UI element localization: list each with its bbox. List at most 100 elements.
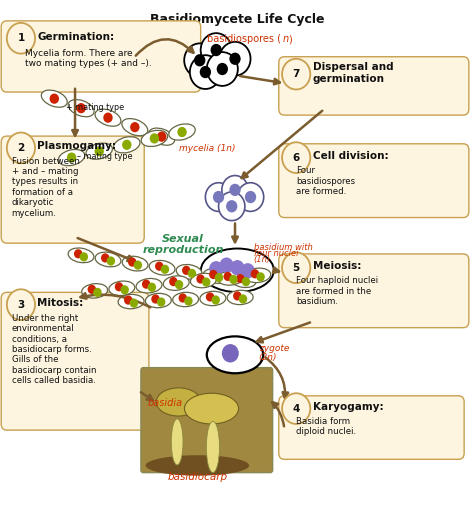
Circle shape: [282, 59, 310, 90]
FancyBboxPatch shape: [1, 21, 201, 92]
Text: 7: 7: [292, 69, 300, 79]
Text: 6: 6: [292, 152, 300, 163]
Circle shape: [209, 261, 223, 277]
Circle shape: [222, 176, 248, 204]
Circle shape: [229, 53, 241, 65]
Text: Four
basidiospores
are formed.: Four basidiospores are formed.: [296, 166, 356, 196]
Ellipse shape: [82, 284, 108, 298]
Ellipse shape: [156, 388, 201, 416]
Ellipse shape: [173, 293, 199, 307]
Circle shape: [169, 277, 178, 286]
Circle shape: [241, 263, 255, 279]
Text: basidium with: basidium with: [254, 243, 312, 252]
Circle shape: [219, 42, 251, 76]
Circle shape: [217, 63, 228, 75]
Text: (1n): (1n): [254, 255, 271, 264]
Circle shape: [200, 66, 211, 78]
Text: basidiocarp: basidiocarp: [167, 472, 228, 482]
Circle shape: [151, 295, 160, 304]
Ellipse shape: [207, 336, 263, 373]
Circle shape: [93, 288, 102, 297]
Circle shape: [142, 280, 150, 289]
Circle shape: [67, 152, 76, 163]
Text: n: n: [283, 35, 289, 44]
Circle shape: [242, 277, 250, 286]
Ellipse shape: [149, 128, 174, 145]
Ellipse shape: [146, 294, 171, 308]
Ellipse shape: [200, 291, 226, 305]
Circle shape: [7, 23, 35, 54]
Text: + mating type: + mating type: [65, 104, 124, 112]
Circle shape: [7, 289, 35, 320]
Text: Plasmogamy:: Plasmogamy:: [37, 141, 117, 151]
Text: Meiosis:: Meiosis:: [313, 261, 361, 271]
Ellipse shape: [149, 261, 175, 275]
Text: 2: 2: [18, 143, 25, 153]
Text: Basidiomycete Life Cycle: Basidiomycete Life Cycle: [150, 13, 325, 26]
Ellipse shape: [122, 256, 148, 271]
Text: – mating type: – mating type: [77, 152, 133, 161]
FancyBboxPatch shape: [279, 396, 464, 459]
Circle shape: [196, 274, 205, 284]
Ellipse shape: [169, 124, 195, 140]
Circle shape: [211, 296, 220, 304]
Circle shape: [155, 262, 164, 271]
Circle shape: [282, 252, 310, 283]
Circle shape: [184, 43, 215, 77]
Circle shape: [230, 260, 245, 276]
Ellipse shape: [201, 249, 274, 292]
FancyBboxPatch shape: [1, 293, 149, 430]
Circle shape: [209, 270, 218, 279]
Circle shape: [182, 266, 191, 275]
Ellipse shape: [95, 109, 121, 126]
Circle shape: [188, 269, 196, 278]
Text: basidia: basidia: [148, 399, 183, 408]
Circle shape: [134, 261, 142, 270]
Circle shape: [219, 258, 234, 273]
Circle shape: [103, 113, 113, 123]
Circle shape: [205, 183, 232, 211]
Circle shape: [190, 55, 221, 89]
Circle shape: [219, 192, 245, 220]
Circle shape: [50, 94, 59, 104]
Circle shape: [157, 131, 166, 142]
Text: Dispersal and
germination: Dispersal and germination: [313, 62, 393, 84]
Circle shape: [194, 54, 205, 66]
Text: Under the right
environmental
conditions, a
basidiocarp forms.
Gills of the
basi: Under the right environmental conditions…: [11, 314, 96, 385]
Circle shape: [213, 191, 224, 203]
Ellipse shape: [122, 118, 148, 136]
Text: (2n): (2n): [258, 353, 277, 362]
Text: Basidia form
diploid nuclei.: Basidia form diploid nuclei.: [296, 417, 356, 436]
Circle shape: [130, 122, 139, 132]
Text: basidiospores (: basidiospores (: [207, 35, 281, 44]
Circle shape: [130, 299, 138, 308]
Circle shape: [237, 183, 264, 211]
Text: Karyogamy:: Karyogamy:: [313, 402, 383, 412]
Circle shape: [229, 184, 241, 196]
Ellipse shape: [218, 271, 244, 285]
Circle shape: [128, 258, 137, 267]
Circle shape: [256, 272, 265, 282]
Ellipse shape: [230, 273, 256, 287]
Circle shape: [206, 293, 214, 302]
Text: Mycelia form. There are
two mating types (+ and –).: Mycelia form. There are two mating types…: [25, 48, 152, 68]
Ellipse shape: [163, 276, 189, 290]
Circle shape: [236, 274, 245, 283]
Circle shape: [207, 52, 238, 86]
Ellipse shape: [171, 419, 183, 465]
Circle shape: [150, 133, 159, 144]
Circle shape: [124, 296, 132, 305]
Circle shape: [7, 132, 35, 163]
Ellipse shape: [141, 130, 168, 147]
Circle shape: [74, 249, 82, 259]
Circle shape: [224, 272, 232, 281]
Circle shape: [251, 269, 259, 279]
Circle shape: [229, 275, 237, 284]
Circle shape: [157, 298, 165, 307]
Ellipse shape: [58, 149, 85, 166]
Circle shape: [233, 291, 242, 300]
Circle shape: [80, 252, 88, 262]
FancyBboxPatch shape: [141, 368, 273, 473]
Circle shape: [101, 253, 109, 263]
Circle shape: [76, 103, 86, 113]
